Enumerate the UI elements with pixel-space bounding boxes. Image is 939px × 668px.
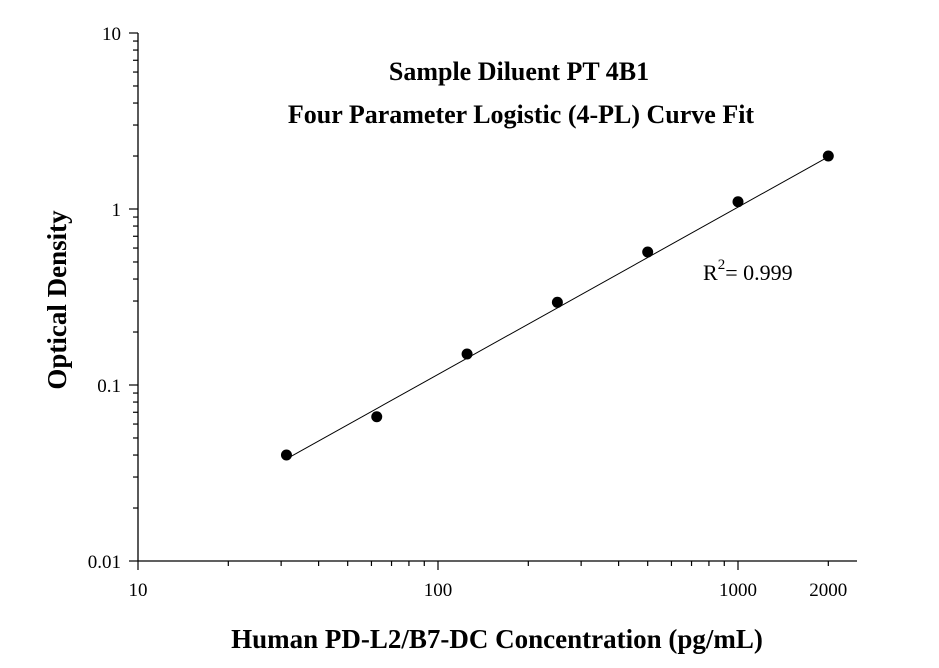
data-point bbox=[371, 411, 383, 423]
x-tick-label: 100 bbox=[424, 580, 453, 601]
r-squared-annotation: R2= 0.999 bbox=[703, 257, 793, 285]
y-tick-label: 1 bbox=[112, 200, 122, 221]
data-point bbox=[461, 348, 473, 360]
chart-title: Sample Diluent PT 4B1 bbox=[389, 57, 649, 86]
y-tick-label: 10 bbox=[102, 24, 121, 45]
data-point bbox=[642, 246, 654, 258]
ticks: 10 100 1000 2000 0.01 0.1 1 10 bbox=[88, 24, 848, 601]
axes bbox=[137, 33, 857, 562]
x-tick-label: 2000 bbox=[809, 580, 847, 601]
y-axis-title: Optical Density bbox=[42, 210, 72, 390]
data-points bbox=[280, 150, 834, 461]
y-tick-label: 0.1 bbox=[97, 376, 121, 397]
fit-line-group bbox=[286, 156, 829, 460]
x-tick-label: 10 bbox=[129, 580, 148, 601]
data-point bbox=[822, 150, 834, 162]
y-tick-label: 0.01 bbox=[88, 552, 121, 573]
data-point bbox=[280, 449, 292, 461]
x-axis-title: Human PD-L2/B7-DC Concentration (pg/mL) bbox=[231, 624, 763, 654]
x-tick-label: 1000 bbox=[719, 580, 757, 601]
data-point bbox=[732, 196, 744, 208]
data-point bbox=[551, 296, 563, 308]
chart-subtitle: Four Parameter Logistic (4-PL) Curve Fit bbox=[288, 100, 755, 129]
fit-line bbox=[286, 156, 829, 460]
